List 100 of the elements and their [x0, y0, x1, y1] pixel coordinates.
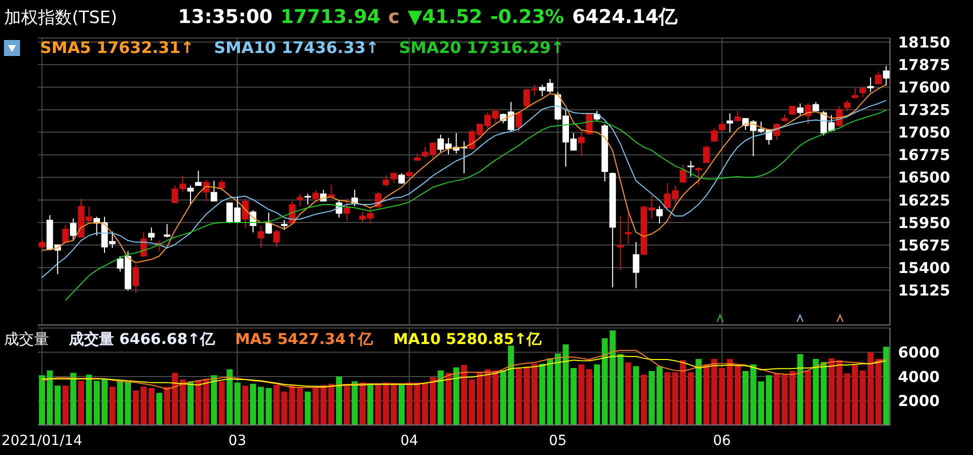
y-tick-label: 2000 [898, 392, 940, 410]
candlestick [242, 198, 248, 229]
text: c [388, 6, 400, 28]
y-tick-label: 16775 [898, 146, 950, 164]
bar [828, 358, 834, 425]
bar [102, 378, 108, 425]
y-tick-label: 15125 [898, 281, 950, 300]
candlestick [789, 106, 796, 116]
line-series [41, 84, 887, 264]
bar [296, 387, 303, 425]
x-tick-label: 04 [400, 433, 418, 449]
y-tick-label: 17875 [898, 56, 950, 74]
bar [78, 380, 84, 425]
candlestick [148, 226, 155, 242]
candlestick [875, 71, 882, 84]
candlestick [578, 130, 585, 157]
text: SMA5 17632.31↑ [40, 38, 194, 57]
bar [148, 388, 154, 425]
bar [375, 384, 382, 425]
bar [500, 370, 506, 425]
x-tick-label: 03 [228, 433, 246, 449]
candlestick [680, 164, 686, 183]
bar [109, 386, 116, 425]
y-tick-label: 4000 [898, 368, 940, 386]
bar [124, 381, 131, 425]
candlestick [656, 206, 663, 224]
candlestick [516, 110, 522, 133]
candlestick [867, 76, 874, 93]
candlestick [882, 65, 890, 86]
candlestick [390, 172, 397, 184]
bar [430, 377, 436, 425]
bar [352, 381, 358, 425]
y-tick-label: 15675 [898, 236, 950, 254]
y-tick-label: 18150 [898, 33, 950, 52]
candlestick [859, 86, 866, 98]
candlestick [726, 112, 734, 133]
candlestick [852, 88, 858, 98]
bar [696, 358, 702, 425]
candlestick [70, 218, 77, 242]
bar [398, 384, 405, 425]
y-tick-label: 15400 [898, 258, 950, 277]
chart-title: 加权指数(TSE) [4, 7, 118, 29]
line-series [41, 100, 887, 278]
bar [336, 376, 342, 425]
bar [789, 371, 796, 425]
bar [438, 370, 444, 425]
candlestick [195, 170, 202, 186]
bar [304, 392, 311, 425]
candlestick [281, 220, 288, 230]
bar [242, 386, 248, 425]
text: SMA20 17316.29↑ [399, 38, 564, 57]
candlestick [703, 144, 710, 164]
line-series [41, 350, 887, 390]
bar [210, 375, 217, 425]
candlestick [62, 224, 69, 243]
bar [367, 384, 374, 425]
bar [344, 386, 350, 425]
bar [156, 392, 162, 425]
bar [226, 369, 233, 425]
candlestick [312, 190, 319, 201]
bar [62, 386, 68, 425]
candlestick [258, 225, 264, 248]
bar [719, 368, 726, 425]
bar [218, 381, 225, 425]
bar [508, 346, 514, 425]
candlestick [38, 238, 46, 250]
bar [680, 360, 686, 425]
y-tick-label: 17325 [898, 101, 950, 120]
bar [883, 346, 890, 425]
chart-title: 成交量 [4, 330, 49, 349]
text: ▼41.52 [408, 6, 482, 28]
bar [188, 381, 194, 425]
candlestick [632, 242, 640, 289]
candlestick [218, 179, 226, 192]
candlestick [594, 110, 600, 122]
bar [484, 369, 491, 425]
bar [250, 384, 256, 425]
bar [461, 364, 468, 425]
candlestick [382, 175, 390, 187]
y-tick-label: 17050 [898, 124, 950, 142]
bar [359, 382, 366, 425]
bar [766, 375, 772, 425]
y-tick-label: 6000 [898, 344, 940, 362]
x-tick-label: 05 [548, 433, 567, 449]
candlestick [132, 264, 140, 294]
bar [234, 382, 240, 425]
bar [570, 368, 577, 425]
y-tick-label: 15950 [898, 214, 950, 232]
bar [117, 380, 124, 425]
candlestick [304, 193, 312, 205]
line-series [64, 110, 887, 301]
text: SMA10 17436.33↑ [214, 38, 380, 57]
bar [633, 366, 640, 425]
candlestick [140, 232, 147, 258]
y-tick-label: 17600 [898, 78, 950, 97]
bar [164, 386, 170, 425]
series-label: MA10 5280.85↑亿 [393, 330, 542, 349]
candlestick [796, 103, 804, 116]
x-tick-label: 06 [713, 433, 731, 449]
bar [805, 370, 812, 425]
